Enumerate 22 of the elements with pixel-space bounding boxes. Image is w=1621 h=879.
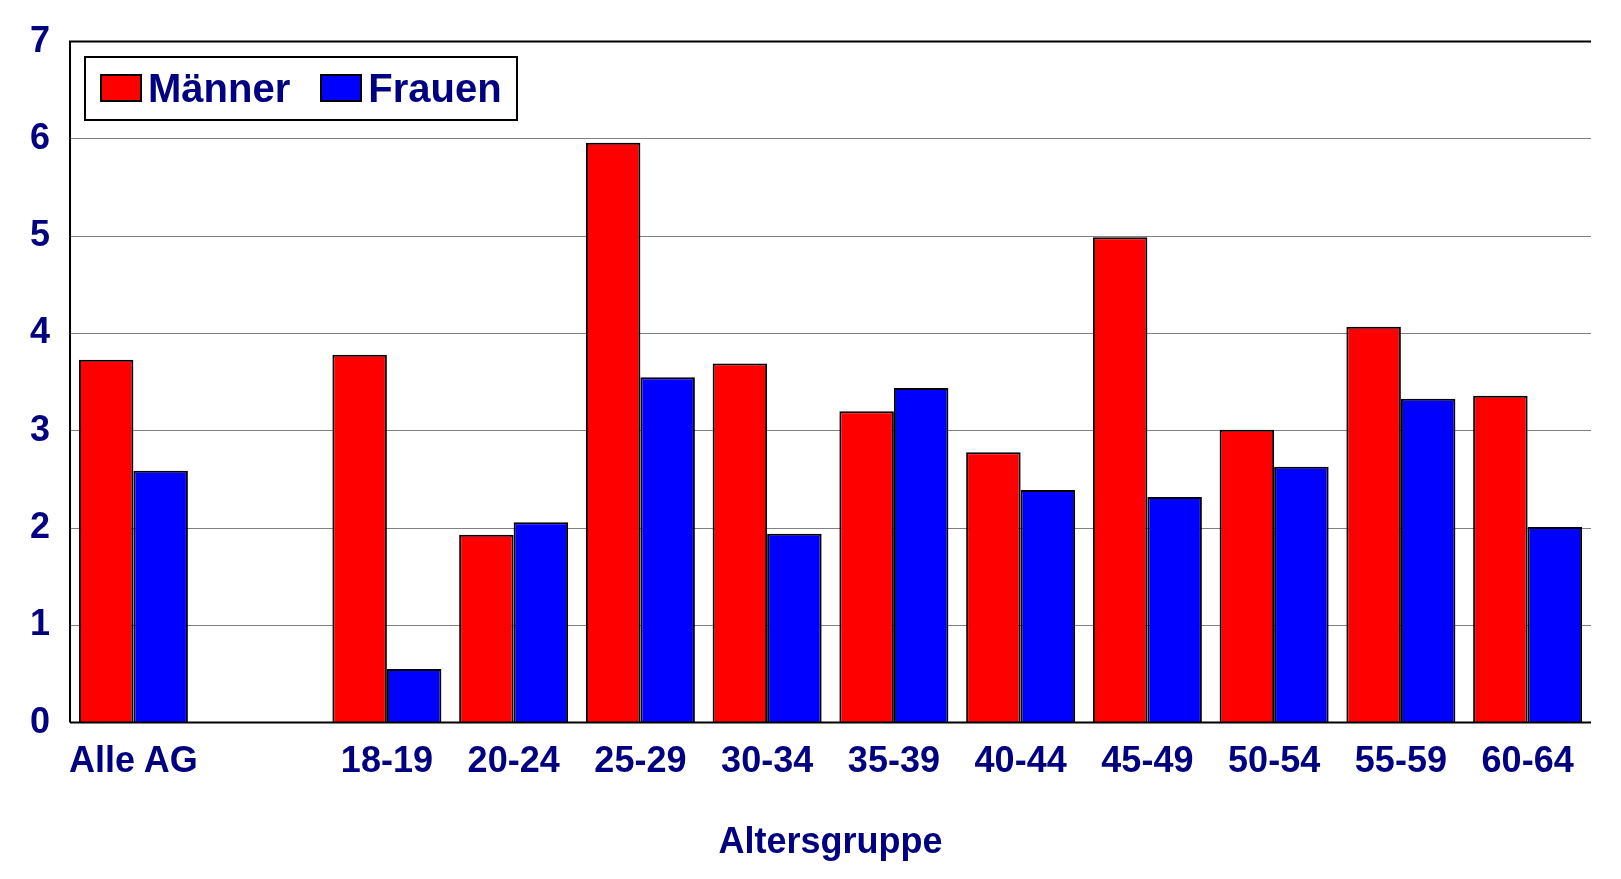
x-tick-label: 30-34	[721, 739, 814, 781]
x-tick-label: 50-54	[1228, 739, 1321, 781]
x-tick-label: 35-39	[847, 739, 940, 781]
y-tick-label: 2	[29, 504, 51, 546]
x-tick-label: Alle AG	[69, 739, 198, 781]
y-tick-label: 4	[29, 310, 51, 352]
y-tick-label: 1	[29, 602, 51, 644]
y-tick-label: 5	[29, 213, 51, 255]
y-tick-label: 3	[29, 407, 51, 449]
x-axis-title: Altersgruppe	[718, 820, 943, 862]
x-tick-label: 60-64	[1481, 739, 1574, 781]
y-tick-label: 0	[29, 699, 51, 741]
x-tick-label: 20-24	[467, 739, 560, 781]
y-tick-label: 6	[29, 115, 51, 157]
x-tick-label: 25-29	[594, 739, 687, 781]
x-tick-label: 45-49	[1101, 739, 1194, 781]
x-tick-label: 55-59	[1354, 739, 1447, 781]
legend-label: Männer	[148, 65, 291, 111]
x-tick-label: 18-19	[340, 739, 433, 781]
y-tick-label: 7	[29, 18, 51, 60]
x-tick-label: 40-44	[974, 739, 1067, 781]
legend-label: Frauen	[368, 65, 502, 111]
